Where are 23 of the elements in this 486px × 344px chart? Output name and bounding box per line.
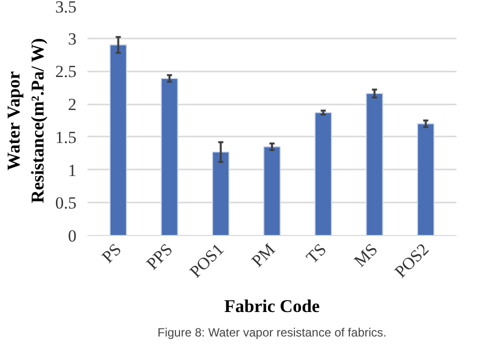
bar [366,93,384,236]
y-tick-label: 3.5 [55,0,76,16]
x-axis-title: Fabric Code [224,296,320,316]
y-tick-label: 3 [68,29,76,48]
x-tick-label: MS [350,240,382,271]
x-tick-label: PPS [142,240,176,274]
y-tick-label: 1 [68,160,76,180]
bar [417,123,434,236]
y-tick-label: 0 [68,226,76,246]
bar [160,78,178,236]
bar [212,152,230,236]
bar [110,44,127,236]
y-tick-label: 2 [68,95,76,114]
y-tick-label: 2.5 [55,62,76,82]
x-tick-label: PS [98,240,125,267]
y-tick-label: 0.5 [55,194,76,213]
x-tick-label: PM [248,240,279,271]
y-axis-title: Water Vapor Resistance(m².Pa/ W) [3,38,48,204]
caption: Figure 8: Water vapor resistance of fabrics. [158,326,386,340]
y-tick-label: 1.5 [55,128,76,147]
bar [263,146,281,236]
bar [314,112,332,236]
x-tick-label: TS [302,240,330,268]
